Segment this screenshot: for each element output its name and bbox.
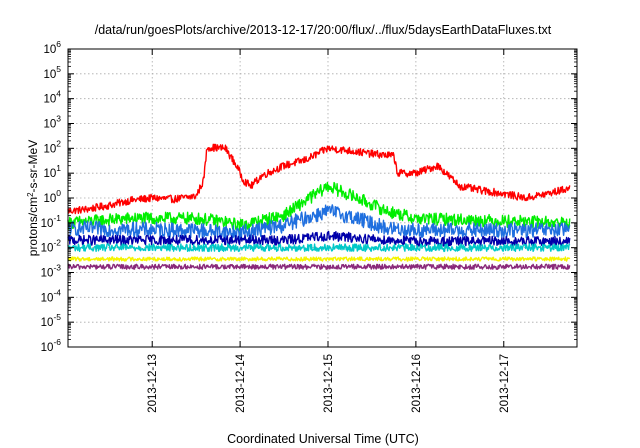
x-tick-label: 2013-12-13 bbox=[147, 354, 159, 413]
y-tick-label: 10-6 bbox=[41, 337, 62, 354]
x-tick-label: 2013-12-14 bbox=[235, 353, 247, 412]
y-tick-label: 10-4 bbox=[41, 287, 62, 304]
series-line-1 bbox=[67, 143, 571, 215]
y-tick-label: 10-3 bbox=[41, 263, 62, 280]
series-line-7 bbox=[67, 263, 571, 270]
series-line-2 bbox=[67, 181, 571, 232]
x-tick-labels: 2013-12-13 2013-12-14 2013-12-15 2013-12-16… bbox=[147, 353, 511, 412]
ticks bbox=[68, 48, 577, 348]
series-group bbox=[67, 143, 571, 270]
chart-title: /data/run/goesPlots/archive/2013-12-17/2… bbox=[95, 23, 552, 37]
y-tick-label: 104 bbox=[43, 89, 61, 106]
y-axis-label: protons/cm2-s-sr-MeV bbox=[26, 140, 41, 256]
y-tick-label: 10-2 bbox=[41, 238, 62, 255]
x-tick-label: 2013-12-15 bbox=[323, 354, 335, 413]
y-tick-label: 10-1 bbox=[41, 213, 62, 230]
x-tick-label: 2013-12-17 bbox=[499, 354, 511, 413]
y-tick-label: 105 bbox=[43, 64, 61, 81]
y-tick-label: 100 bbox=[43, 188, 61, 205]
y-tick-labels: 10-6 10-5 10-4 10-3 10-2 10-1 100 101 102 103 104 1… bbox=[41, 39, 62, 354]
x-axis-label: Coordinated Universal Time (UTC) bbox=[227, 432, 419, 446]
series-line-5 bbox=[67, 243, 571, 253]
y-tick-label: 101 bbox=[43, 163, 61, 180]
x-tick-label: 2013-12-16 bbox=[411, 354, 423, 413]
y-tick-label: 102 bbox=[43, 138, 61, 155]
y-tick-label: 10-5 bbox=[41, 312, 62, 329]
y-tick-label: 103 bbox=[43, 114, 61, 131]
series-line-3 bbox=[67, 204, 571, 241]
y-tick-label: 106 bbox=[43, 39, 61, 56]
series-line-6 bbox=[67, 256, 571, 262]
